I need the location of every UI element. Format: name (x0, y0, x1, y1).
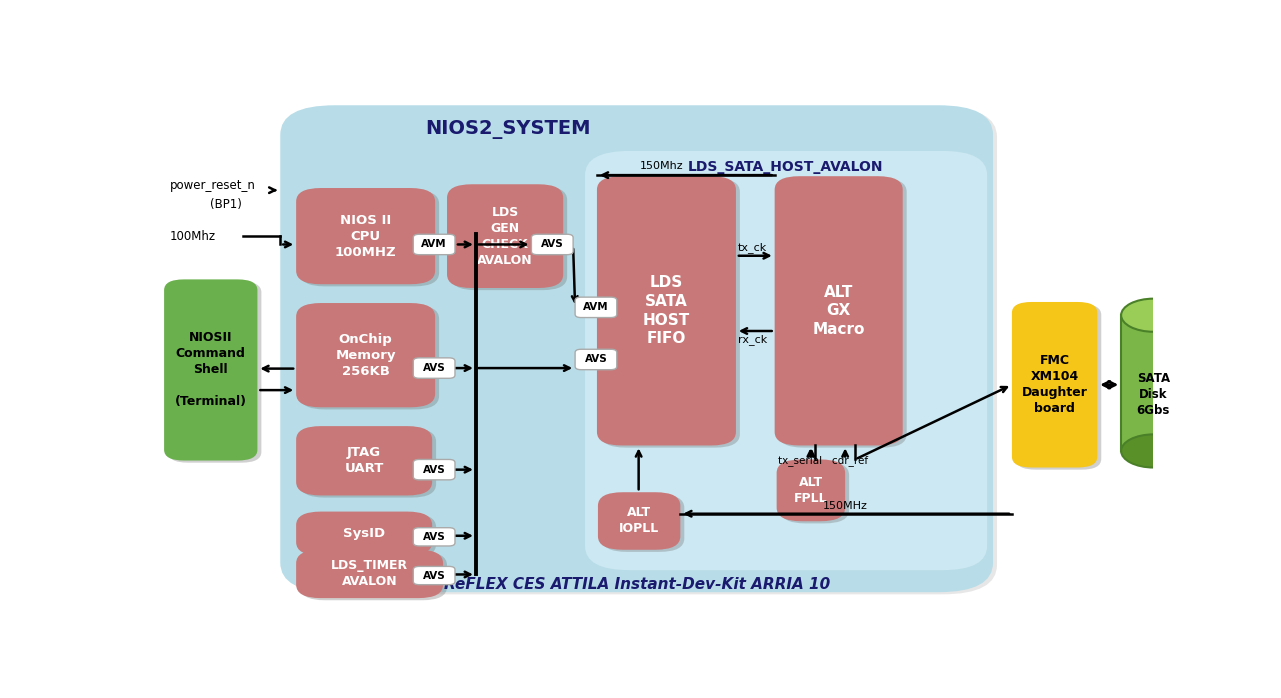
Text: power_reset_n: power_reset_n (170, 179, 256, 193)
FancyBboxPatch shape (300, 552, 447, 600)
Text: LDS_SATA_HOST_AVALON: LDS_SATA_HOST_AVALON (688, 160, 884, 174)
FancyBboxPatch shape (300, 190, 439, 286)
Text: LDS_TIMER
AVALON: LDS_TIMER AVALON (330, 559, 409, 588)
Text: ALT
FPLL: ALT FPLL (794, 476, 828, 505)
FancyBboxPatch shape (168, 281, 261, 463)
Text: LDS
GEN
CHECK
AVALON: LDS GEN CHECK AVALON (478, 206, 533, 267)
FancyBboxPatch shape (1012, 302, 1098, 468)
Text: NIOS II
CPU
100MHZ: NIOS II CPU 100MHZ (334, 214, 396, 259)
FancyBboxPatch shape (300, 305, 439, 410)
FancyBboxPatch shape (776, 459, 845, 521)
FancyBboxPatch shape (164, 279, 257, 461)
Text: ALT
IOPLL: ALT IOPLL (619, 507, 660, 535)
FancyBboxPatch shape (575, 349, 617, 370)
Text: LDS
SATA
HOST
FIFO: LDS SATA HOST FIFO (643, 276, 690, 346)
FancyBboxPatch shape (281, 105, 993, 592)
FancyBboxPatch shape (414, 528, 455, 546)
FancyBboxPatch shape (296, 188, 436, 284)
FancyBboxPatch shape (597, 176, 735, 445)
Text: AVM: AVM (583, 302, 608, 312)
FancyBboxPatch shape (447, 184, 564, 288)
Text: tx_ck: tx_ck (738, 242, 767, 253)
FancyBboxPatch shape (585, 151, 988, 570)
Text: AVS: AVS (423, 363, 446, 373)
Text: rx_ck: rx_ck (738, 334, 767, 345)
FancyBboxPatch shape (602, 494, 684, 552)
Text: ALT
GX
Macro: ALT GX Macro (812, 285, 865, 337)
Text: JTAG
UART: JTAG UART (345, 446, 384, 475)
Text: AVS: AVS (541, 239, 564, 249)
FancyBboxPatch shape (414, 358, 455, 378)
Text: 150Mhz: 150Mhz (639, 161, 683, 171)
Text: (BP1): (BP1) (210, 198, 242, 211)
Ellipse shape (1121, 434, 1186, 468)
FancyBboxPatch shape (296, 550, 443, 598)
Text: AVS: AVS (584, 355, 607, 364)
FancyBboxPatch shape (775, 176, 903, 445)
Text: FMC
XM104
Daughter
board: FMC XM104 Daughter board (1022, 355, 1088, 415)
FancyBboxPatch shape (284, 107, 997, 595)
FancyBboxPatch shape (414, 566, 455, 585)
Text: AVS: AVS (423, 532, 446, 542)
Text: AVS: AVS (423, 465, 446, 475)
Text: tx_serial   cdr_ref: tx_serial cdr_ref (778, 454, 867, 466)
FancyBboxPatch shape (414, 235, 455, 255)
FancyBboxPatch shape (296, 512, 432, 556)
Text: 150MHz: 150MHz (822, 501, 867, 511)
Text: NIOSII
Command
Shell

(Terminal): NIOSII Command Shell (Terminal) (174, 332, 247, 408)
FancyBboxPatch shape (300, 429, 436, 498)
FancyBboxPatch shape (300, 514, 436, 558)
Text: 100Mhz: 100Mhz (170, 230, 216, 243)
FancyBboxPatch shape (451, 186, 567, 290)
Text: ReFLEX CES ATTILA Instant-Dev-Kit ARRIA 10: ReFLEX CES ATTILA Instant-Dev-Kit ARRIA … (443, 577, 830, 592)
FancyBboxPatch shape (296, 426, 432, 496)
Text: AVM: AVM (421, 239, 447, 249)
Text: SATA
Disk
6Gbs: SATA Disk 6Gbs (1136, 372, 1170, 417)
Text: SysID: SysID (343, 527, 386, 540)
FancyBboxPatch shape (601, 179, 740, 447)
Text: OnChip
Memory
256KB: OnChip Memory 256KB (336, 333, 396, 378)
FancyBboxPatch shape (780, 461, 849, 524)
FancyBboxPatch shape (296, 303, 436, 408)
FancyBboxPatch shape (1016, 304, 1102, 470)
Ellipse shape (1121, 299, 1186, 332)
FancyBboxPatch shape (532, 235, 573, 255)
Text: AVS: AVS (423, 570, 446, 581)
FancyBboxPatch shape (779, 179, 907, 447)
FancyBboxPatch shape (575, 297, 617, 318)
Bar (1121, 315, 1186, 451)
Text: NIOS2_SYSTEM: NIOS2_SYSTEM (425, 120, 591, 139)
FancyBboxPatch shape (598, 492, 680, 550)
FancyBboxPatch shape (414, 459, 455, 480)
